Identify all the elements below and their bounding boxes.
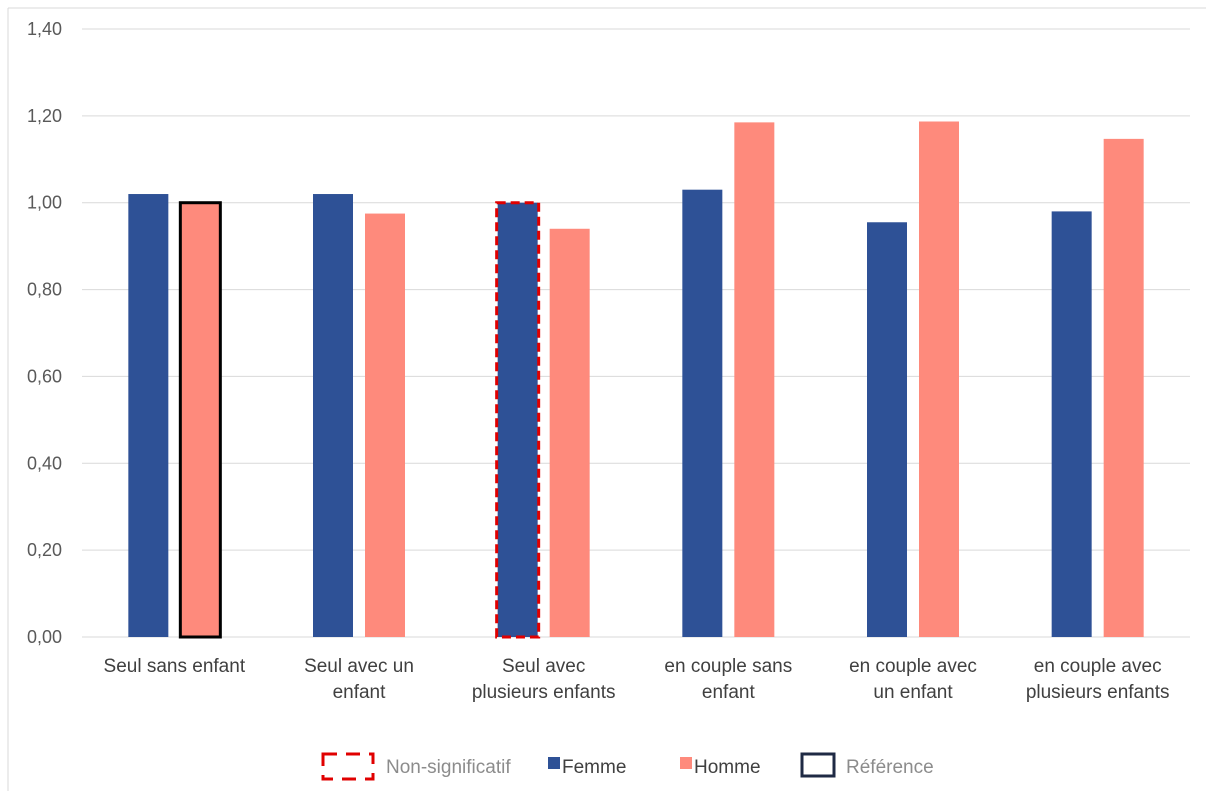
legend-item-r-f-rence: Référence <box>800 752 934 778</box>
legend-item-non-significatif: Non-significatif <box>321 752 511 781</box>
legend-swatch <box>800 752 836 778</box>
bar-femme-2 <box>497 202 538 637</box>
bar-homme-5 <box>1103 138 1144 638</box>
reference-outline <box>178 201 222 639</box>
x-tick-label: enfant <box>702 682 756 703</box>
legend-swatch <box>548 757 560 769</box>
y-tick-label: 0,00 <box>27 627 62 647</box>
y-tick-label: 1,20 <box>27 106 62 126</box>
bars <box>128 121 1144 638</box>
x-axis-tick-labels: Seul sans enfant Seul avec un enfant Seul a… <box>104 656 1170 703</box>
bar-femme-3 <box>682 189 723 637</box>
y-tick-label: 0,60 <box>27 366 62 386</box>
bar-homme-0 <box>180 202 221 637</box>
non-significant-outline <box>495 201 541 639</box>
x-tick-label: en couple avec <box>1034 656 1162 677</box>
legend-label: Non-significatif <box>386 757 511 778</box>
bar-homme-2 <box>549 228 590 637</box>
legend-item-homme: Homme <box>680 757 761 778</box>
bar-homme-4 <box>919 121 959 637</box>
y-tick-label: 0,20 <box>27 540 62 560</box>
x-tick-label: plusieurs enfants <box>1026 682 1170 703</box>
x-tick-label: Seul sans enfant <box>104 656 246 677</box>
x-tick-label: en couple avec <box>849 656 977 677</box>
legend-item-femme: Femme <box>548 757 626 778</box>
y-tick-label: 0,40 <box>27 453 62 473</box>
x-tick-label: Seul avec un <box>304 656 414 677</box>
bar-femme-4 <box>867 222 907 637</box>
x-tick-label: enfant <box>333 682 387 703</box>
bar-highlights <box>178 201 541 639</box>
legend: Non-significatif Femme Homme Référence <box>321 752 934 781</box>
bar-femme-1 <box>313 194 353 637</box>
legend-label: Femme <box>562 757 626 778</box>
y-tick-label: 1,00 <box>27 193 62 213</box>
legend-label: Homme <box>694 757 761 778</box>
bar-femme-0 <box>128 194 169 637</box>
bar-homme-1 <box>365 213 405 638</box>
x-tick-label: plusieurs enfants <box>472 682 616 703</box>
x-tick-label: Seul avec <box>502 656 585 677</box>
y-tick-label: 1,40 <box>27 19 62 39</box>
legend-swatch <box>680 757 692 769</box>
x-tick-label: un enfant <box>873 682 953 703</box>
bar-homme-3 <box>734 122 775 637</box>
y-tick-label: 0,80 <box>27 280 62 300</box>
legend-label: Référence <box>846 757 934 778</box>
gridlines <box>82 28 1190 638</box>
x-tick-label: en couple sans <box>664 656 792 677</box>
y-axis-tick-labels: 0,00 0,20 0,40 0,60 0,80 1,00 1,20 1,40 <box>27 19 62 647</box>
legend-swatch <box>321 752 375 781</box>
bar-femme-5 <box>1051 211 1092 637</box>
